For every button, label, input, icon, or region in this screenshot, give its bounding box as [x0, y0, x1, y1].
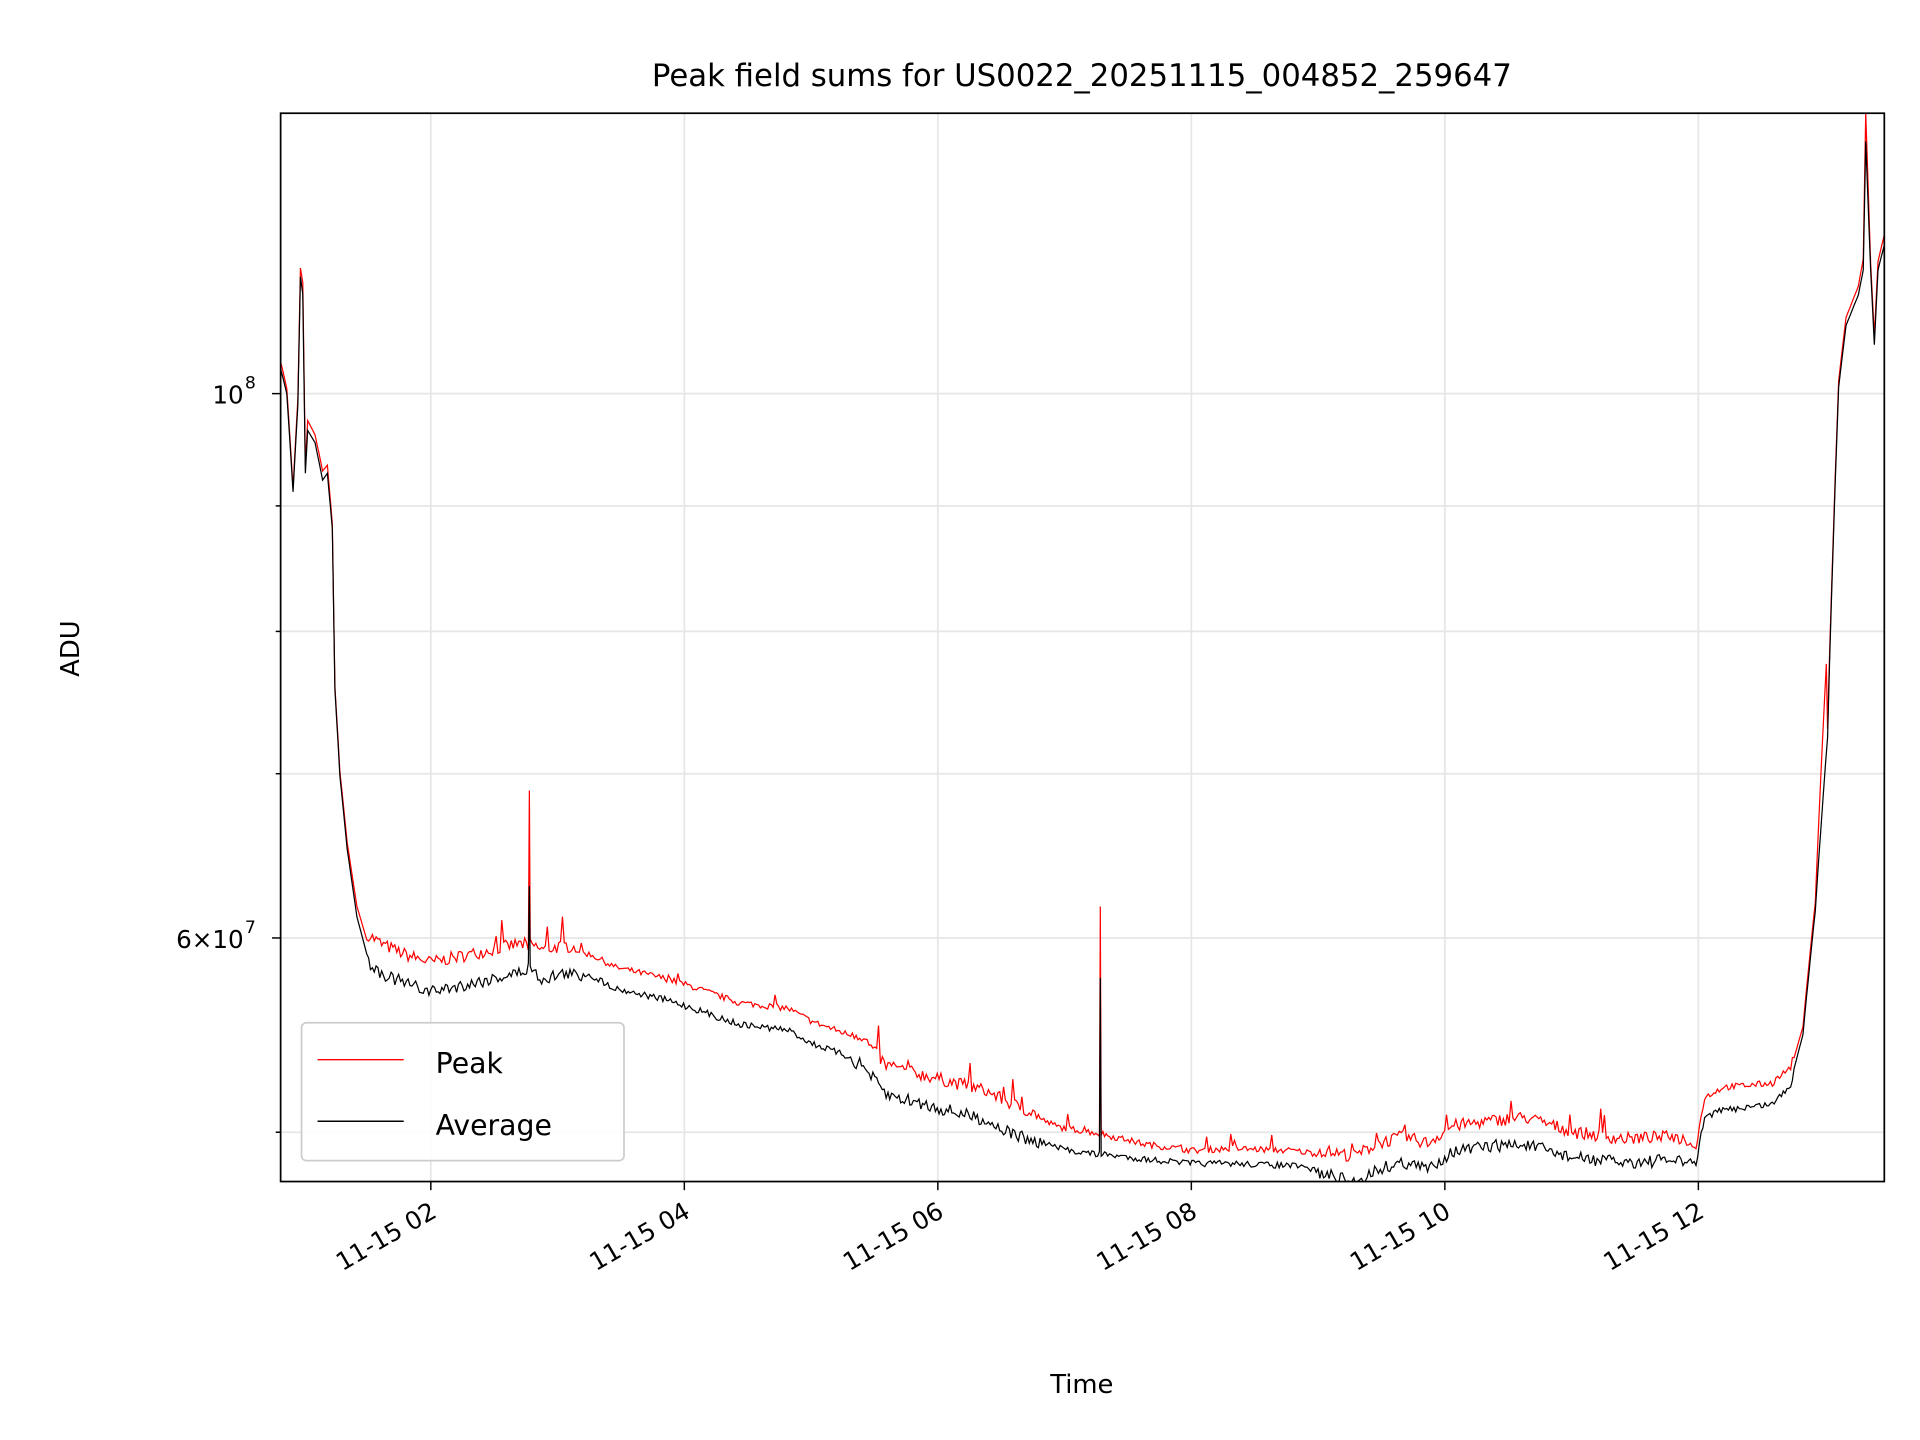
chart-title: Peak field sums for US0022_20251115_0048…: [652, 58, 1512, 94]
x-axis-ticks: 11-15 02 11-15 04 11-15 06 11-15 08 11-15 10…: [331, 1181, 1709, 1277]
plot-lines: [280, 113, 1885, 1182]
legend-average-label: Average: [436, 1109, 552, 1142]
y-tick-label: 10: [212, 380, 243, 409]
y-tick-exponent: 8: [245, 374, 256, 394]
x-tick-label: 11-15 10: [1345, 1196, 1455, 1276]
series-line-average: [280, 141, 1885, 1182]
x-tick-label: 11-15 08: [1091, 1196, 1201, 1276]
x-tick-label: 11-15 02: [331, 1196, 441, 1276]
x-axis-label: Time: [1049, 1370, 1113, 1400]
legend-peak-label: Peak: [436, 1047, 504, 1080]
y-tick-exponent: 7: [245, 918, 256, 938]
legend-box: [300, 1021, 625, 1162]
legend: Peak Average: [300, 1021, 625, 1162]
x-tick-label: 11-15 06: [838, 1196, 948, 1276]
axes-frame: [279, 112, 1886, 1183]
y-axis-label: ADU: [56, 620, 86, 676]
y-axis-ticks: 10 8 6×10 7: [176, 374, 281, 1133]
grid: [280, 113, 1885, 1182]
x-tick-label: 11-15 04: [584, 1196, 694, 1276]
y-tick-label: 6×10: [176, 925, 244, 954]
series-line-peak: [280, 113, 1885, 1162]
x-tick-label: 11-15 12: [1598, 1196, 1708, 1276]
